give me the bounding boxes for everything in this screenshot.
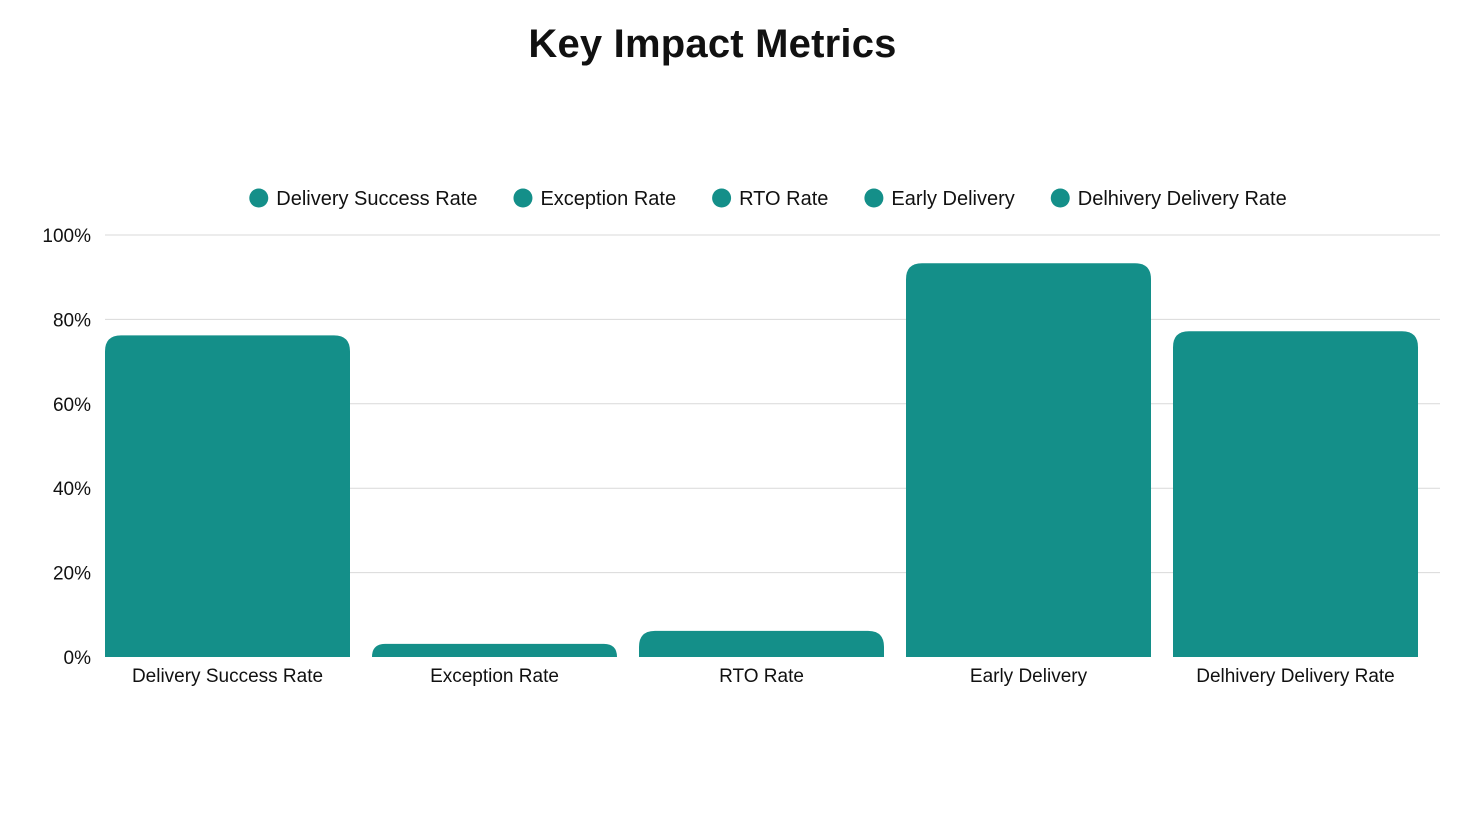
legend-dot xyxy=(712,188,732,208)
x-tick-label: RTO Rate xyxy=(719,666,804,687)
bar xyxy=(639,630,884,657)
bar xyxy=(105,335,350,657)
legend: Delivery Success Rate Exception Rate RTO R… xyxy=(249,188,1287,210)
bar xyxy=(372,643,617,657)
y-tick-label: 40% xyxy=(53,479,91,500)
legend-label: Delhivery Delivery Rate xyxy=(1078,188,1287,210)
legend-item: Delivery Success Rate xyxy=(249,188,477,210)
legend-dot xyxy=(864,188,884,208)
legend-dot xyxy=(513,188,533,208)
y-axis-ticks: 0% 20% 40% 60% 80% 100% xyxy=(42,226,91,669)
legend-item: Exception Rate xyxy=(513,188,676,210)
legend-label: RTO Rate xyxy=(739,188,828,210)
legend-dot xyxy=(1050,188,1070,208)
bar xyxy=(906,263,1151,657)
legend-item: Delhivery Delivery Rate xyxy=(1050,188,1287,210)
bars xyxy=(105,263,1418,657)
y-tick-label: 20% xyxy=(53,564,91,585)
y-tick-label: 0% xyxy=(64,648,92,669)
bar xyxy=(1173,331,1418,657)
chart-title: Key Impact Metrics xyxy=(528,22,897,66)
x-tick-label: Exception Rate xyxy=(430,666,559,687)
legend-item: RTO Rate xyxy=(712,188,828,210)
legend-label: Exception Rate xyxy=(540,188,676,210)
x-tick-label: Delhivery Delivery Rate xyxy=(1196,666,1395,687)
x-axis-ticks: Delivery Success Rate Exception Rate RTO R… xyxy=(132,666,1395,687)
y-tick-label: 100% xyxy=(42,226,91,247)
legend-dot xyxy=(249,188,269,208)
x-tick-label: Early Delivery xyxy=(970,666,1088,687)
legend-label: Delivery Success Rate xyxy=(276,188,477,210)
y-tick-label: 60% xyxy=(53,395,91,416)
legend-label: Early Delivery xyxy=(891,188,1014,210)
x-tick-label: Delivery Success Rate xyxy=(132,666,323,687)
y-tick-label: 80% xyxy=(53,310,91,331)
legend-item: Early Delivery xyxy=(864,188,1015,210)
